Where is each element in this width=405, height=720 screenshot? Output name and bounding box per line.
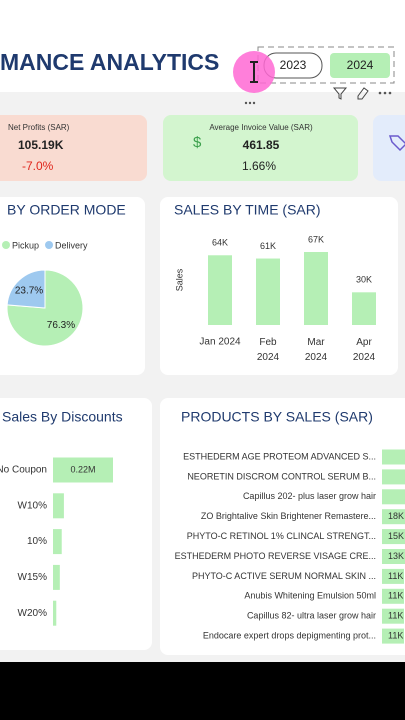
bar bbox=[382, 608, 404, 624]
data-label: 30K bbox=[356, 275, 372, 285]
kpi-label: Net Profits (SAR) bbox=[8, 123, 70, 132]
legend-dot bbox=[2, 241, 10, 249]
kpi-label: Average Invoice Value (SAR) bbox=[209, 123, 313, 132]
menu-dots[interactable] bbox=[378, 91, 392, 95]
bar bbox=[382, 449, 405, 465]
x-tick-label-line: 2024 bbox=[353, 352, 376, 363]
bar bbox=[208, 255, 232, 325]
data-label: 13K bbox=[388, 551, 404, 561]
kpi-card bbox=[0, 115, 147, 181]
x-tick-label: Feb 2024 bbox=[257, 337, 280, 363]
x-tick-label-line: Feb bbox=[259, 337, 277, 348]
chart-title: SALES BY TIME (SAR) bbox=[174, 202, 321, 218]
bar bbox=[53, 564, 60, 590]
y-tick-label: No Coupon bbox=[0, 465, 47, 476]
data-label: 15K bbox=[388, 531, 404, 541]
y-tick-label: Capillus 82- ultra laser grow hair bbox=[247, 611, 376, 621]
bar bbox=[382, 628, 404, 644]
x-tick-label-line: 2024 bbox=[305, 352, 328, 363]
year-label: 2023 bbox=[280, 58, 307, 72]
data-label: 11K bbox=[388, 591, 403, 601]
data-label: 23.7% bbox=[15, 285, 43, 296]
y-tick-label: Endocare expert drops depigmenting prot.… bbox=[203, 630, 376, 640]
data-label: 76.3% bbox=[47, 320, 75, 331]
data-label: 67K bbox=[308, 234, 324, 244]
panel bbox=[160, 398, 405, 655]
y-tick-label: 10% bbox=[27, 536, 47, 547]
bar bbox=[53, 600, 57, 626]
bar bbox=[256, 258, 280, 325]
x-tick-label: Apr 2024 bbox=[353, 337, 376, 363]
year-button-selected[interactable] bbox=[330, 53, 390, 78]
y-tick-label: PHYTO-C ACTIVE SERUM NORMAL SKIN ... bbox=[192, 571, 376, 581]
filter-icon[interactable] bbox=[332, 87, 348, 100]
bar bbox=[382, 509, 405, 525]
data-label: 11K bbox=[388, 571, 403, 581]
more-dots[interactable] bbox=[244, 101, 256, 105]
data-label: 0.22M bbox=[70, 464, 95, 474]
tag-icon bbox=[388, 135, 405, 152]
top-strip bbox=[0, 0, 405, 40]
data-label: 18K bbox=[388, 511, 404, 521]
kpi-value: 461.85 bbox=[243, 138, 280, 152]
x-tick-label: Mar 2024 bbox=[305, 337, 328, 363]
title: MANCE ANALYTICS bbox=[0, 49, 219, 75]
chart-title: Sales By Discounts bbox=[2, 409, 123, 425]
legend-label: Delivery bbox=[55, 240, 88, 250]
bar bbox=[53, 457, 113, 483]
bar bbox=[53, 529, 62, 555]
data-label: 64K bbox=[212, 238, 228, 248]
bar bbox=[382, 588, 404, 604]
bar bbox=[382, 549, 405, 564]
data-label: 11K bbox=[388, 611, 403, 621]
year-label: 2024 bbox=[347, 58, 374, 72]
y-tick-label: Anubis Whitening Emulsion 50ml bbox=[244, 591, 376, 601]
pie-slice bbox=[6, 269, 46, 309]
data-label: 61K bbox=[260, 241, 276, 251]
legend-dot bbox=[45, 241, 54, 249]
kpi-card bbox=[373, 115, 405, 181]
bar bbox=[382, 469, 405, 485]
kpi-icon: $ bbox=[193, 134, 202, 151]
y-tick-label: PHYTO-C RETINOL 1% CLINCAL STRENGT... bbox=[187, 531, 376, 541]
y-tick-label: ESTHEDERM AGE PROTEOM ADVANCED S... bbox=[183, 451, 376, 461]
kpi-value: 105.19K bbox=[18, 138, 64, 152]
panel bbox=[0, 398, 152, 650]
eraser-icon[interactable] bbox=[357, 87, 369, 100]
text-cursor bbox=[250, 61, 258, 83]
kpi-change: -7.0% bbox=[22, 159, 54, 173]
y-tick-label: Capillus 202- plus laser grow hair bbox=[243, 491, 376, 501]
y-axis-label: Sales bbox=[174, 268, 184, 291]
y-tick-label: ESTHEDERM PHOTO REVERSE VISAGE CRE... bbox=[175, 551, 376, 561]
x-tick-label-line: Mar bbox=[307, 337, 325, 348]
y-tick-label: W10% bbox=[18, 500, 48, 511]
x-tick-label: Jan 2024 bbox=[199, 337, 241, 348]
x-tick-label-line: 2024 bbox=[257, 352, 280, 363]
bar bbox=[382, 529, 405, 545]
bar bbox=[53, 493, 64, 519]
y-tick-label: W20% bbox=[18, 608, 48, 619]
bottom-bar bbox=[0, 662, 405, 720]
x-tick-label-line: Apr bbox=[356, 337, 372, 348]
legend-label: Pickup bbox=[12, 240, 39, 250]
y-tick-label: NEORETIN DISCROM CONTROL SERUM B... bbox=[187, 471, 376, 481]
chart-title: PRODUCTS BY SALES (SAR) bbox=[181, 409, 373, 425]
kpi-change: 1.66% bbox=[242, 159, 276, 173]
kpi-card bbox=[163, 115, 358, 181]
y-tick-label: W15% bbox=[18, 572, 48, 583]
y-tick-label: ZO Brightalive Skin Brightener Remastere… bbox=[201, 511, 376, 521]
bar bbox=[382, 489, 405, 505]
bar bbox=[382, 568, 404, 584]
data-label: 11K bbox=[388, 630, 403, 640]
chart-title: BY ORDER MODE bbox=[7, 202, 126, 218]
bar bbox=[304, 252, 328, 325]
bar bbox=[352, 292, 376, 325]
